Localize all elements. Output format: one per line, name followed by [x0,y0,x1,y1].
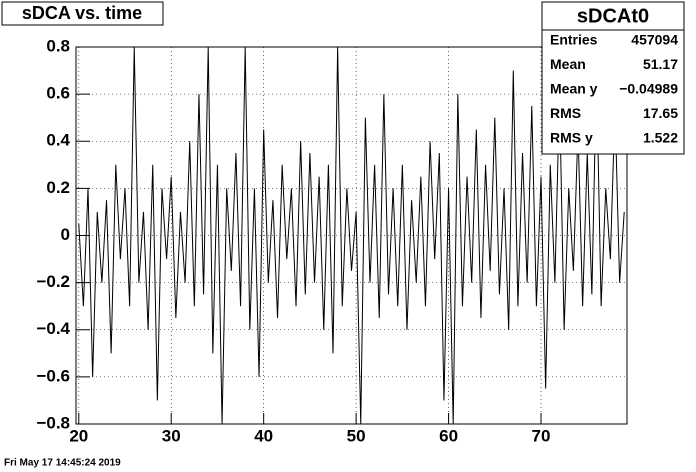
x-tick-label: 20 [69,426,88,445]
x-tick-label: 50 [347,426,366,445]
x-tick-label: 70 [532,426,551,445]
stats-title: sDCAt0 [577,5,649,27]
y-tick-label: −0.6 [36,366,70,385]
stats-frame [541,1,685,155]
stat-label: RMS y [550,130,593,146]
chart-title: sDCA vs. time [22,3,142,23]
stat-value: 1.522 [643,130,678,146]
x-tick-label: 60 [439,426,458,445]
stat-label: Mean [550,56,586,72]
y-tick-label: −0.4 [36,319,70,338]
stat-value: 457094 [631,32,678,48]
stat-label: Mean y [550,81,598,97]
stat-value: 17.65 [643,105,678,121]
y-tick-label: −0.8 [36,413,70,432]
y-tick-label: 0.2 [46,178,70,197]
x-tick-label: 30 [162,426,181,445]
stats-box: sDCAt0 Entries 457094 Mean 51.17 Mean y −0.04… [541,1,685,155]
y-tick-label: 0.6 [46,84,70,103]
stat-value: 51.17 [643,56,678,72]
stat-label: Entries [550,32,598,48]
stat-value: −0.04989 [619,81,678,97]
data-line [78,47,625,424]
y-tick-label: 0 [61,225,70,244]
y-tick-label: −0.2 [36,272,70,291]
stat-label: RMS [550,105,581,121]
footer-date: Fri May 17 14:45:24 2019 [4,458,121,469]
title-box [1,1,164,26]
y-tick-label: 0.4 [46,131,70,150]
x-tick-label: 40 [254,426,273,445]
y-tick-label: 0.8 [46,36,70,55]
